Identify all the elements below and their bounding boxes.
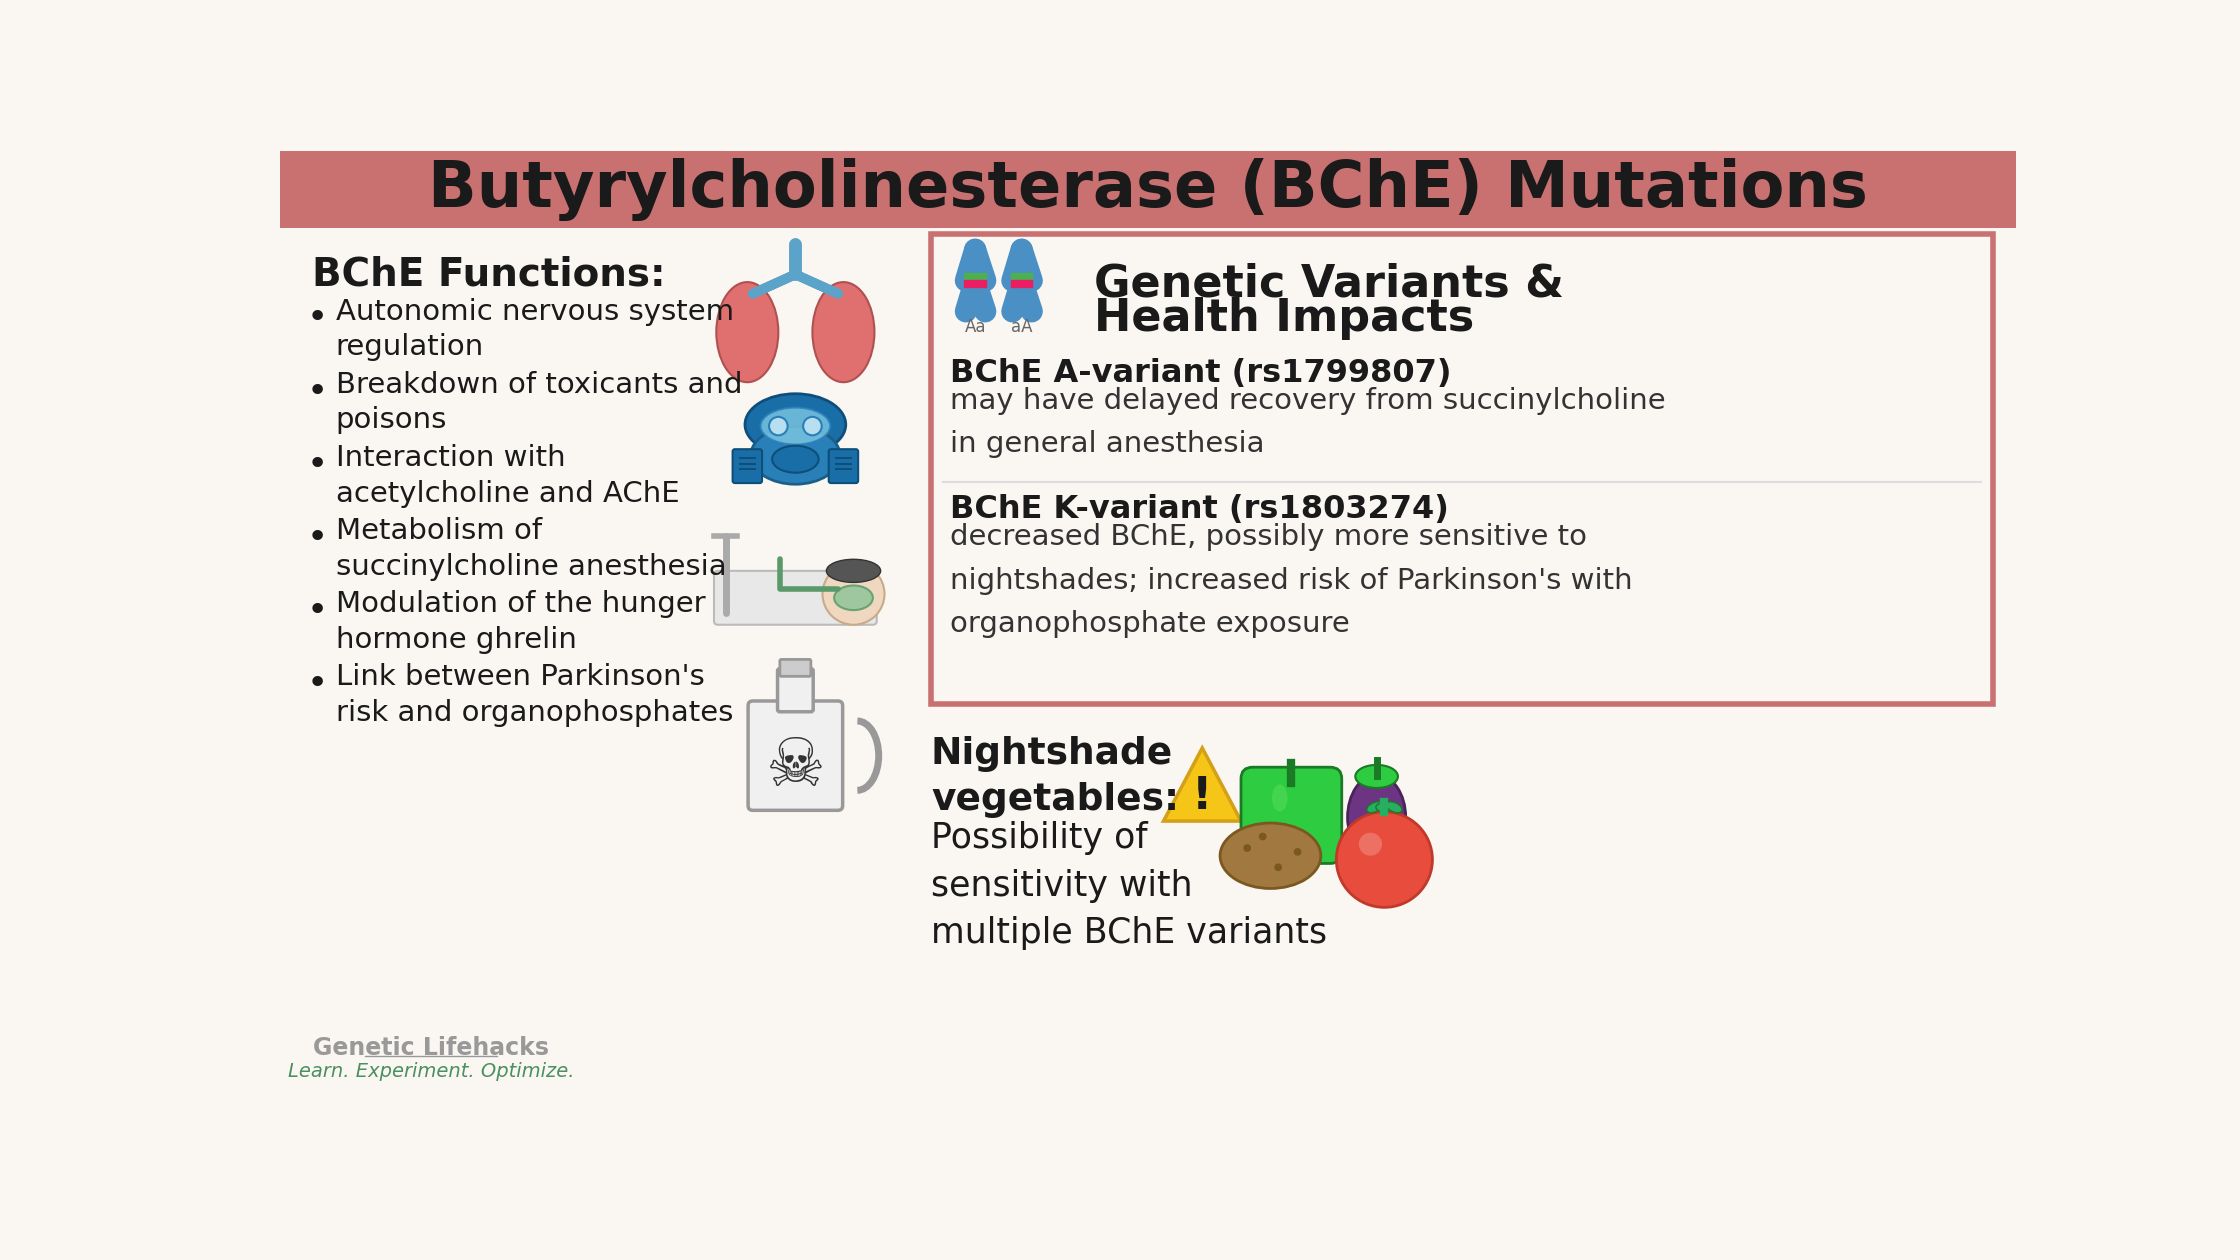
Text: Autonomic nervous system
regulation: Autonomic nervous system regulation <box>336 297 735 362</box>
Text: •: • <box>307 374 329 408</box>
Circle shape <box>1295 848 1301 856</box>
FancyBboxPatch shape <box>1241 767 1342 863</box>
Text: BChE K-variant (rs1803274): BChE K-variant (rs1803274) <box>950 494 1449 525</box>
Ellipse shape <box>762 408 831 445</box>
Circle shape <box>1259 833 1266 840</box>
Text: ☠: ☠ <box>766 735 824 800</box>
FancyBboxPatch shape <box>748 701 842 810</box>
Ellipse shape <box>827 559 880 582</box>
Circle shape <box>1243 844 1252 852</box>
Text: decreased BChE, possibly more sensitive to
nightshades; increased risk of Parkin: decreased BChE, possibly more sensitive … <box>950 523 1633 638</box>
Text: •: • <box>307 593 329 627</box>
Ellipse shape <box>1355 765 1398 788</box>
Ellipse shape <box>717 282 777 382</box>
Ellipse shape <box>833 586 874 610</box>
Text: aA: aA <box>1010 318 1033 335</box>
Polygon shape <box>1163 748 1241 822</box>
Circle shape <box>1360 833 1382 856</box>
Circle shape <box>768 417 788 436</box>
FancyBboxPatch shape <box>732 450 762 483</box>
Text: Metabolism of
succinylcholine anesthesia: Metabolism of succinylcholine anesthesia <box>336 517 726 581</box>
Circle shape <box>1337 811 1431 907</box>
Text: Nightshade
vegetables:: Nightshade vegetables: <box>932 736 1178 818</box>
Ellipse shape <box>1272 785 1288 811</box>
Ellipse shape <box>813 282 874 382</box>
Circle shape <box>804 417 822 436</box>
Text: Interaction with
acetylcholine and AChE: Interaction with acetylcholine and AChE <box>336 444 679 508</box>
Text: !: ! <box>1192 775 1212 818</box>
Text: •: • <box>307 520 329 554</box>
FancyBboxPatch shape <box>777 669 813 712</box>
Text: Genetic Variants &: Genetic Variants & <box>1093 263 1564 306</box>
Ellipse shape <box>1375 803 1393 811</box>
Ellipse shape <box>750 426 840 484</box>
Ellipse shape <box>746 393 847 455</box>
Text: Genetic Lifehacks: Genetic Lifehacks <box>314 1036 549 1060</box>
Text: Link between Parkinson's
risk and organophosphates: Link between Parkinson's risk and organo… <box>336 663 732 727</box>
Text: •: • <box>307 301 329 335</box>
Text: Breakdown of toxicants and
poisons: Breakdown of toxicants and poisons <box>336 370 741 435</box>
FancyBboxPatch shape <box>829 450 858 483</box>
Text: Aa: Aa <box>965 318 986 335</box>
FancyBboxPatch shape <box>780 659 811 677</box>
Ellipse shape <box>1366 801 1382 813</box>
FancyBboxPatch shape <box>932 234 1994 704</box>
FancyBboxPatch shape <box>715 571 876 625</box>
Circle shape <box>822 563 885 625</box>
Ellipse shape <box>773 446 818 472</box>
Ellipse shape <box>1387 801 1402 813</box>
Circle shape <box>1275 863 1281 871</box>
Text: •: • <box>307 667 329 701</box>
Text: may have delayed recovery from succinylcholine
in general anesthesia: may have delayed recovery from succinylc… <box>950 387 1667 459</box>
Text: Health Impacts: Health Impacts <box>1093 297 1474 340</box>
Ellipse shape <box>1221 823 1322 888</box>
Text: Learn. Experiment. Optimize.: Learn. Experiment. Optimize. <box>289 1062 573 1081</box>
Text: Modulation of the hunger
hormone ghrelin: Modulation of the hunger hormone ghrelin <box>336 590 706 654</box>
Text: BChE Functions:: BChE Functions: <box>311 256 665 294</box>
Text: •: • <box>307 447 329 481</box>
Text: BChE A-variant (rs1799807): BChE A-variant (rs1799807) <box>950 358 1452 388</box>
FancyBboxPatch shape <box>280 151 2016 228</box>
Ellipse shape <box>1348 775 1407 859</box>
Text: Butyrylcholinesterase (BChE) Mutations: Butyrylcholinesterase (BChE) Mutations <box>428 159 1868 222</box>
Text: Possibility of
sensitivity with
multiple BChE variants: Possibility of sensitivity with multiple… <box>932 822 1326 950</box>
